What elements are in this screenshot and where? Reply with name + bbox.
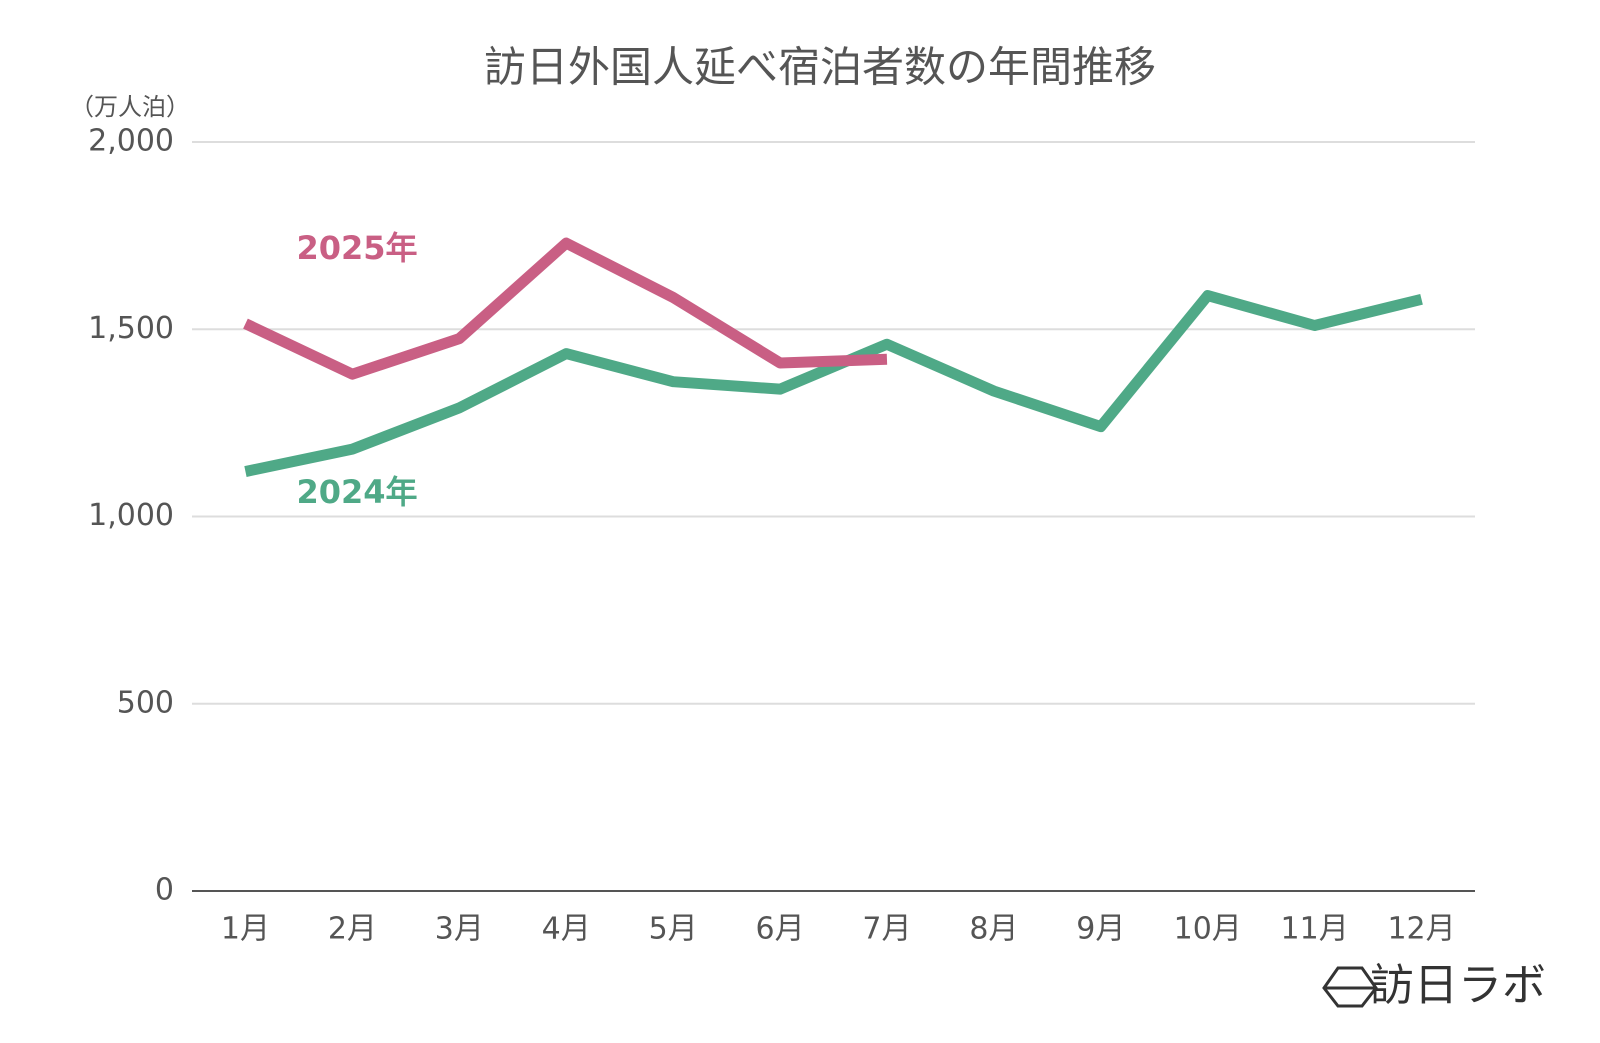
x-tick-label: 8月 — [969, 912, 1018, 947]
x-tick-label: 12月 — [1387, 912, 1455, 947]
x-tick-label: 2月 — [328, 912, 377, 947]
x-tick-label: 5月 — [649, 912, 698, 947]
x-tick-label: 7月 — [862, 912, 911, 947]
y-tick-label: 1,500 — [88, 311, 174, 346]
watermark: 訪日ラボ — [1370, 960, 1546, 1011]
x-tick-label: 6月 — [755, 912, 804, 947]
x-tick-label: 3月 — [435, 912, 484, 947]
y-tick-label: 0 — [155, 873, 174, 908]
logo-icon — [1322, 966, 1378, 1008]
x-tick-label: 4月 — [542, 912, 591, 947]
x-tick-label: 11月 — [1281, 912, 1349, 947]
chart-title: 訪日外国人延べ宿泊者数の年間推移 — [484, 43, 1156, 92]
series-line — [243, 237, 888, 380]
y-tick-label: 500 — [117, 685, 174, 720]
y-tick-label: 1,000 — [88, 498, 174, 533]
x-tick-label: 10月 — [1174, 912, 1242, 947]
series-line — [244, 290, 1423, 477]
x-tick-label: 1月 — [221, 912, 270, 947]
y-tick-label: 2,000 — [88, 124, 174, 159]
x-tick-label: 9月 — [1076, 912, 1125, 947]
series-label: 2024年 — [296, 473, 417, 511]
y-axis-label: （万人泊） — [70, 93, 190, 121]
series-label: 2025年 — [296, 229, 417, 267]
